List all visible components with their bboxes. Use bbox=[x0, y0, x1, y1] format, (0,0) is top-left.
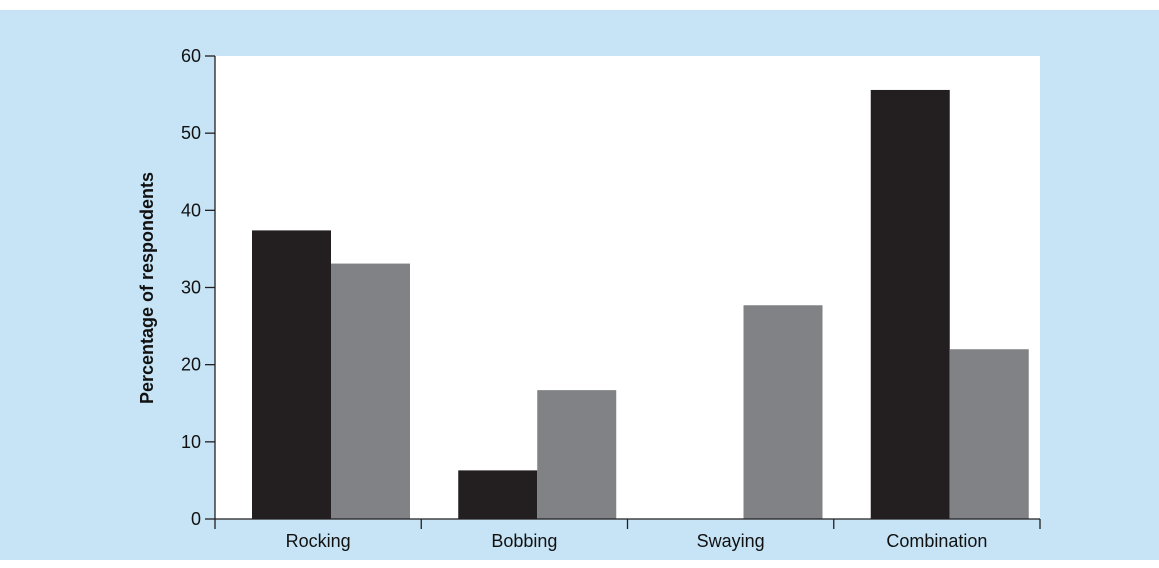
y-tick-label: 0 bbox=[191, 509, 201, 529]
y-tick-label: 10 bbox=[181, 432, 201, 452]
figure-panel: 0 10 20 30 40 50 60 Rocking Bobbing Swaying Combi… bbox=[0, 10, 1159, 560]
bar-bobbing-series-1 bbox=[458, 470, 538, 519]
y-ticks: 0 10 20 30 40 50 60 bbox=[181, 46, 215, 529]
bar-combination-series-2 bbox=[949, 349, 1029, 519]
bars-layer bbox=[252, 89, 1029, 519]
x-tick-label-combination: Combination bbox=[886, 531, 987, 551]
y-tick-label: 40 bbox=[181, 200, 201, 220]
y-tick-label: 60 bbox=[181, 46, 201, 66]
bar-combination-series-1 bbox=[870, 89, 950, 519]
bar-swaying-series-2 bbox=[743, 305, 823, 519]
y-tick-label: 20 bbox=[181, 355, 201, 375]
bar-rocking-series-1 bbox=[252, 230, 331, 519]
y-tick-label: 50 bbox=[181, 123, 201, 143]
x-tick-label-rocking: Rocking bbox=[286, 531, 351, 551]
x-tick-label-bobbing: Bobbing bbox=[491, 531, 557, 551]
bar-bobbing-series-2 bbox=[537, 390, 617, 519]
x-tick-label-swaying: Swaying bbox=[697, 531, 765, 551]
y-tick-label: 30 bbox=[181, 278, 201, 298]
x-ticks: Rocking Bobbing Swaying Combination bbox=[214, 519, 1041, 551]
bar-chart: 0 10 20 30 40 50 60 Rocking Bobbing Swaying Combi… bbox=[137, 46, 1041, 551]
bar-rocking-series-2 bbox=[331, 263, 410, 519]
y-axis-title: Percentage of respondents bbox=[137, 172, 157, 404]
